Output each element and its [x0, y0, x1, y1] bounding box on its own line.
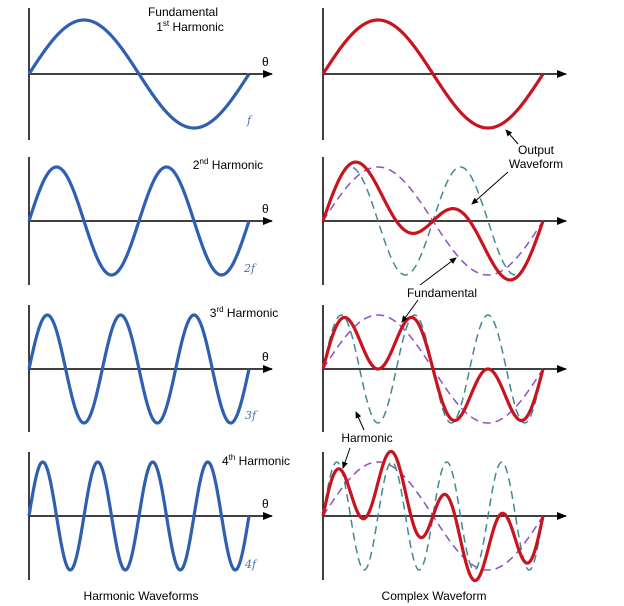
- annotation-output-line2: Waveform: [509, 157, 563, 171]
- output-waveform: [321, 160, 545, 282]
- left-panel-3: 3rd Harmonic θ 3f: [27, 305, 279, 432]
- panel-title: 3rd Harmonic: [210, 305, 279, 320]
- annotation-arrow: [355, 411, 365, 431]
- annotation-harmonic: Harmonic: [341, 431, 392, 445]
- right-panel-4: [321, 449, 567, 583]
- output-waveform: [321, 18, 545, 130]
- annotation-arrow: [419, 257, 457, 286]
- theta-label: θ: [262, 497, 269, 511]
- panel-title: 1st Harmonic: [156, 19, 224, 34]
- annotation-arrow: [505, 129, 519, 145]
- frequency-label: 2f: [243, 262, 257, 275]
- third-harmonic-wave: [27, 313, 251, 425]
- panel-title: 4th Harmonic: [222, 453, 290, 468]
- output-waveform: [321, 449, 545, 583]
- annotation-arrow: [471, 171, 509, 205]
- right-panel-1: [321, 8, 567, 140]
- caption-harmonic-waveforms: Harmonic Waveforms: [84, 589, 199, 603]
- theta-label: θ: [262, 350, 269, 364]
- panel-title: 2nd Harmonic: [193, 157, 263, 172]
- frequency-label: 4f: [244, 558, 258, 571]
- fourth-harmonic-wave: [27, 460, 251, 572]
- fundamental-wave: [27, 18, 251, 130]
- annotation-fundamental: Fundamental: [407, 286, 477, 300]
- left-panel-4: 4th Harmonic θ 4f: [27, 452, 290, 580]
- frequency-label: f: [246, 114, 253, 127]
- right-panel-2: [321, 157, 567, 285]
- second-harmonic-wave: [27, 165, 251, 277]
- panel-title-line1: Fundamental: [148, 5, 218, 19]
- harmonic-annotation: Harmonic: [341, 411, 393, 469]
- annotation-arrow: [401, 299, 419, 323]
- theta-label: θ: [262, 55, 269, 69]
- frequency-label: 3f: [245, 409, 258, 422]
- harmonic-dashed-wave: [322, 461, 544, 571]
- right-panel-3: [321, 305, 567, 432]
- annotation-output-line1: Output: [518, 143, 555, 157]
- caption-complex-waveform: Complex Waveform: [382, 589, 487, 603]
- output-waveform: [321, 315, 545, 423]
- output-waveform-annotation: Output Waveform: [471, 129, 563, 205]
- theta-label: θ: [262, 202, 269, 216]
- left-panel-1: Fundamental 1st Harmonic θ f: [27, 5, 273, 140]
- annotation-arrow: [342, 447, 351, 469]
- fundamental-annotation: Fundamental: [401, 257, 477, 323]
- left-panel-2: 2nd Harmonic θ 2f: [27, 157, 273, 285]
